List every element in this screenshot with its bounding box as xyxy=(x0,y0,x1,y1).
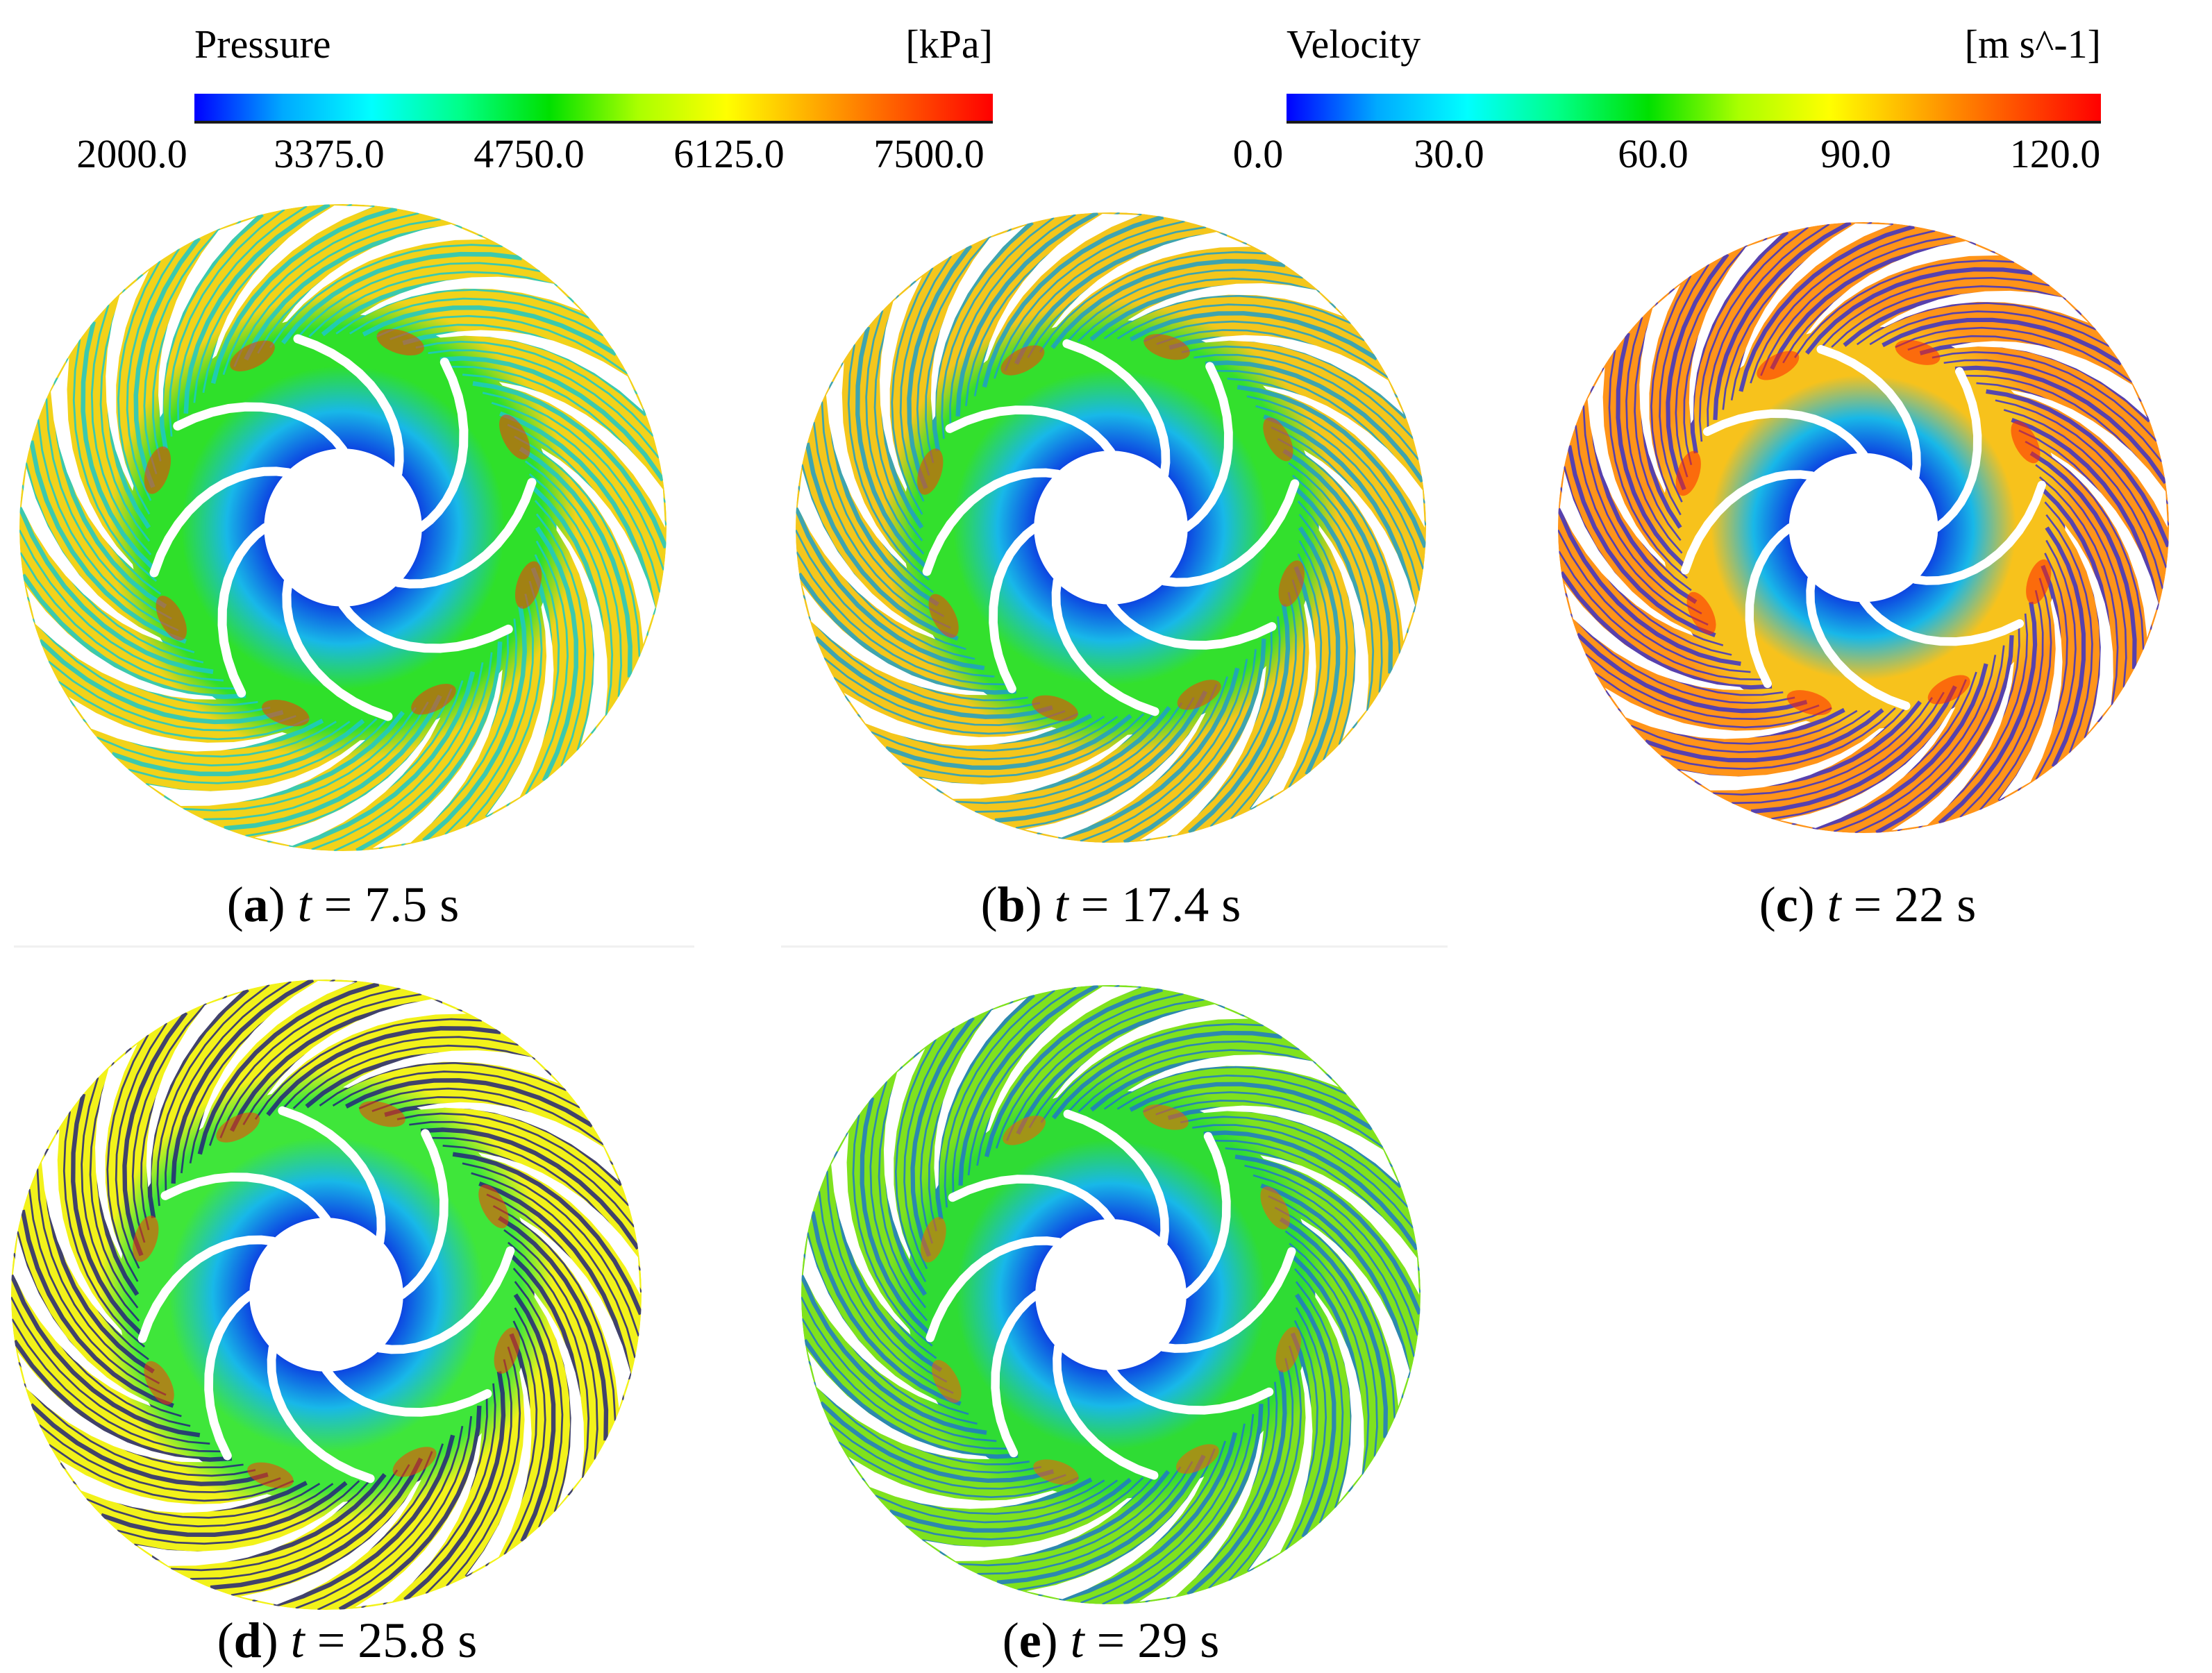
caption-unit: s xyxy=(1221,877,1241,932)
caption-letter: c xyxy=(1775,877,1798,932)
velocity-legend-unit: [m s^-1] xyxy=(1964,22,2101,67)
caption-c: (c) t = 22 s xyxy=(1759,877,1977,932)
pressure-tick: 4750.0 xyxy=(474,131,585,176)
caption-value: 7.5 xyxy=(365,877,428,932)
caption-equals: = xyxy=(324,877,353,932)
pressure-colorbar xyxy=(194,94,993,124)
pressure-tick: 3375.0 xyxy=(274,131,385,176)
caption-equals: = xyxy=(317,1613,346,1668)
impeller-flow-field-b xyxy=(796,212,1426,843)
caption-variable: t xyxy=(290,1613,305,1668)
velocity-legend-title: Velocity xyxy=(1287,22,1421,67)
velocity-tick: 30.0 xyxy=(1414,131,1484,176)
caption-equals: = xyxy=(1096,1613,1125,1668)
pressure-tick: 6125.0 xyxy=(673,131,785,176)
impeller-flow-field-c xyxy=(1558,222,2169,833)
velocity-tick: 120.0 xyxy=(2009,131,2101,176)
impeller-flow-field-d xyxy=(11,980,642,1610)
flow-field-svg xyxy=(796,212,1426,843)
caption-a: (a) t = 7.5 s xyxy=(226,877,460,932)
caption-variable: t xyxy=(1054,877,1069,932)
row-separator xyxy=(14,945,694,948)
caption-value: 29 xyxy=(1137,1613,1188,1668)
caption-letter: d xyxy=(233,1613,262,1668)
caption-letter: b xyxy=(997,877,1025,932)
caption-value: 22 xyxy=(1894,877,1945,932)
caption-d: (d) t = 25.8 s xyxy=(217,1613,478,1668)
caption-value: 17.4 xyxy=(1121,877,1209,932)
flow-field-svg xyxy=(801,985,1421,1604)
caption-unit: s xyxy=(439,877,460,932)
flow-field-svg xyxy=(11,980,642,1610)
pressure-tick: 2000.0 xyxy=(76,131,187,176)
caption-letter: a xyxy=(243,877,269,932)
caption-equals: = xyxy=(1080,877,1109,932)
caption-variable: t xyxy=(1827,877,1841,932)
row-separator xyxy=(781,945,1448,948)
caption-unit: s xyxy=(458,1613,478,1668)
velocity-tick: 90.0 xyxy=(1820,131,1891,176)
pressure-legend-title: Pressure xyxy=(194,22,331,67)
caption-unit: s xyxy=(1200,1613,1220,1668)
pressure-tick: 7500.0 xyxy=(873,131,984,176)
velocity-tick: 0.0 xyxy=(1232,131,1284,176)
caption-variable: t xyxy=(297,877,312,932)
caption-unit: s xyxy=(1957,877,1977,932)
caption-e: (e) t = 29 s xyxy=(1002,1613,1220,1668)
impeller-flow-field-a xyxy=(19,204,667,851)
flow-field-svg xyxy=(19,204,667,851)
velocity-colorbar xyxy=(1287,94,2101,124)
caption-b: (b) t = 17.4 s xyxy=(980,877,1241,932)
caption-variable: t xyxy=(1070,1613,1084,1668)
velocity-tick: 60.0 xyxy=(1618,131,1689,176)
pressure-legend-unit: [kPa] xyxy=(905,22,993,67)
flow-field-svg xyxy=(1558,222,2169,833)
caption-letter: e xyxy=(1019,1613,1041,1668)
impeller-flow-field-e xyxy=(801,985,1421,1604)
caption-value: 25.8 xyxy=(358,1613,446,1668)
caption-equals: = xyxy=(1853,877,1882,932)
